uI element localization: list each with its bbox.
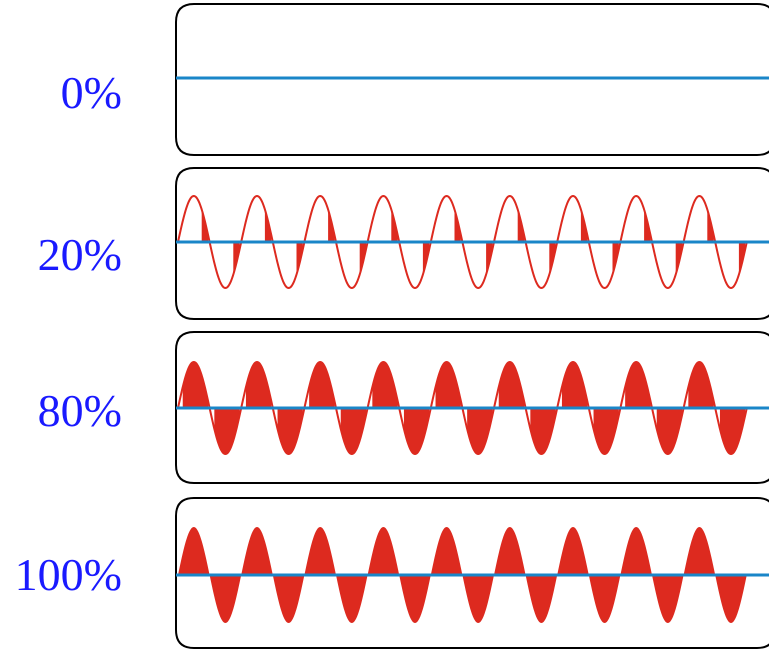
pulse-fill bbox=[309, 362, 335, 408]
pulse-fill bbox=[336, 575, 368, 623]
row-2-waveform bbox=[177, 360, 748, 456]
pulse-fill bbox=[719, 408, 746, 454]
pulse-fill bbox=[435, 362, 461, 408]
row-0-label: 0% bbox=[61, 67, 122, 118]
pulse-fill bbox=[277, 408, 303, 454]
pulse-fill bbox=[588, 575, 621, 623]
pulse-fill bbox=[683, 527, 716, 575]
pulse-fill bbox=[625, 362, 651, 408]
pulse-fill bbox=[620, 527, 652, 575]
pulse-fill bbox=[525, 575, 558, 623]
row-1-label: 20% bbox=[38, 229, 122, 280]
pulse-fill bbox=[688, 362, 714, 408]
row-2-label: 80% bbox=[38, 385, 122, 436]
pulse-fill bbox=[715, 575, 747, 623]
pulse-fill bbox=[467, 408, 493, 454]
pulse-fill bbox=[593, 408, 619, 454]
pulse-fill bbox=[652, 575, 684, 623]
pulse-fill bbox=[656, 408, 683, 454]
pulse-fill bbox=[498, 362, 525, 408]
pulse-fill bbox=[367, 527, 400, 575]
pulse-fill bbox=[241, 527, 273, 575]
pulse-fill bbox=[561, 362, 588, 408]
pulse-fill bbox=[272, 575, 305, 623]
pulse-fill bbox=[340, 408, 367, 454]
pulse-fill bbox=[214, 408, 240, 454]
pulse-fill bbox=[494, 527, 526, 575]
row-1: 20% bbox=[38, 167, 769, 320]
pulse-fill bbox=[403, 408, 430, 454]
row-3: 100% bbox=[15, 497, 769, 649]
row-2: 80% bbox=[38, 331, 769, 484]
pulse-fill bbox=[462, 575, 494, 623]
row-3-label: 100% bbox=[15, 549, 122, 600]
pulse-fill bbox=[178, 527, 210, 575]
pulse-fill bbox=[430, 527, 463, 575]
pulse-fill bbox=[399, 575, 431, 623]
row-3-waveform bbox=[178, 527, 747, 623]
pulse-fill bbox=[530, 408, 556, 454]
pulse-fill bbox=[557, 527, 589, 575]
row-0: 0% bbox=[61, 3, 769, 156]
pulse-fill bbox=[245, 362, 272, 408]
pulse-fill bbox=[304, 527, 336, 575]
pulse-fill bbox=[209, 575, 242, 623]
pulse-fill bbox=[182, 362, 209, 408]
pulse-fill bbox=[372, 362, 398, 408]
